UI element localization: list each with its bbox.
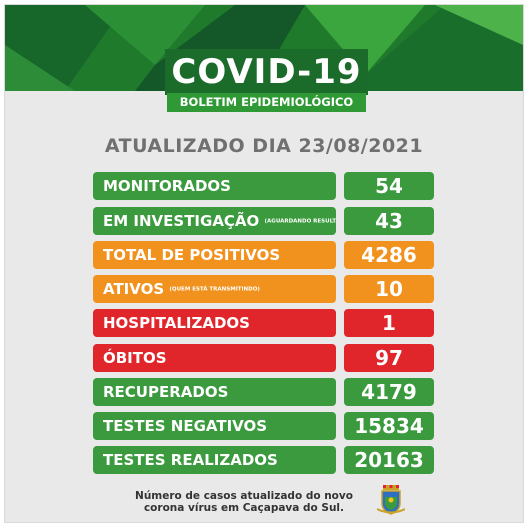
stat-label: MONITORADOS: [103, 177, 231, 195]
stat-row: MONITORADOS 54: [93, 172, 434, 200]
update-date: ATUALIZADO DIA 23/08/2021: [104, 135, 424, 157]
stat-value: 20163: [344, 446, 434, 474]
footer-line-1: Número de casos atualizado do novo: [135, 490, 353, 502]
stat-note: (AGUARDANDO RESULTADO): [264, 218, 336, 225]
stat-label: TESTES REALIZADOS: [103, 451, 278, 469]
stat-row: TESTES NEGATIVOS 15834: [93, 412, 434, 440]
page-subtitle: BOLETIM EPIDEMIOLÓGICO: [167, 93, 366, 112]
header-banner: [5, 5, 523, 91]
stat-label: HOSPITALIZADOS: [103, 314, 250, 332]
header-pattern: [5, 5, 523, 91]
stat-label-box: HOSPITALIZADOS: [93, 309, 336, 337]
stat-value: 1: [344, 309, 434, 337]
stat-row: ÓBITOS 97: [93, 344, 434, 372]
stat-value: 97: [344, 344, 434, 372]
stat-row: HOSPITALIZADOS 1: [93, 309, 434, 337]
stat-value: 4286: [344, 241, 434, 269]
bulletin-card: COVID-19 BOLETIM EPIDEMIOLÓGICO ATUALIZA…: [4, 4, 524, 523]
stat-label: TESTES NEGATIVOS: [103, 417, 268, 435]
stat-row: ATIVOS (QUEM ESTÁ TRANSMITINDO) 10: [93, 275, 434, 303]
stat-label-box: EM INVESTIGAÇÃO (AGUARDANDO RESULTADO): [93, 207, 336, 235]
stat-label-box: TESTES REALIZADOS: [93, 446, 336, 474]
stat-value: 15834: [344, 412, 434, 440]
stat-label: TOTAL DE POSITIVOS: [103, 246, 281, 264]
stat-row: TOTAL DE POSITIVOS 4286: [93, 241, 434, 269]
stat-label-box: MONITORADOS: [93, 172, 336, 200]
stat-label-box: ÓBITOS: [93, 344, 336, 372]
municipal-crest-icon: [377, 485, 405, 515]
stat-label: ATIVOS: [103, 280, 165, 298]
stat-value: 10: [344, 275, 434, 303]
stat-label-box: RECUPERADOS: [93, 378, 336, 406]
stat-label: ÓBITOS: [103, 349, 167, 367]
stat-value: 43: [344, 207, 434, 235]
footer-note: Número de casos atualizado do novo coron…: [119, 490, 369, 514]
stat-row: RECUPERADOS 4179: [93, 378, 434, 406]
stat-label: RECUPERADOS: [103, 383, 229, 401]
stat-value: 4179: [344, 378, 434, 406]
stat-row: TESTES REALIZADOS 20163: [93, 446, 434, 474]
stat-note: (QUEM ESTÁ TRANSMITINDO): [169, 286, 260, 293]
stat-value: 54: [344, 172, 434, 200]
stat-label-box: TOTAL DE POSITIVOS: [93, 241, 336, 269]
stat-row: EM INVESTIGAÇÃO (AGUARDANDO RESULTADO) 43: [93, 207, 434, 235]
stat-label-box: ATIVOS (QUEM ESTÁ TRANSMITINDO): [93, 275, 336, 303]
stat-label-box: TESTES NEGATIVOS: [93, 412, 336, 440]
page-title: COVID-19: [165, 49, 368, 95]
stat-label: EM INVESTIGAÇÃO: [103, 212, 260, 230]
footer-line-2: corona vírus em Caçapava do Sul.: [143, 502, 345, 514]
